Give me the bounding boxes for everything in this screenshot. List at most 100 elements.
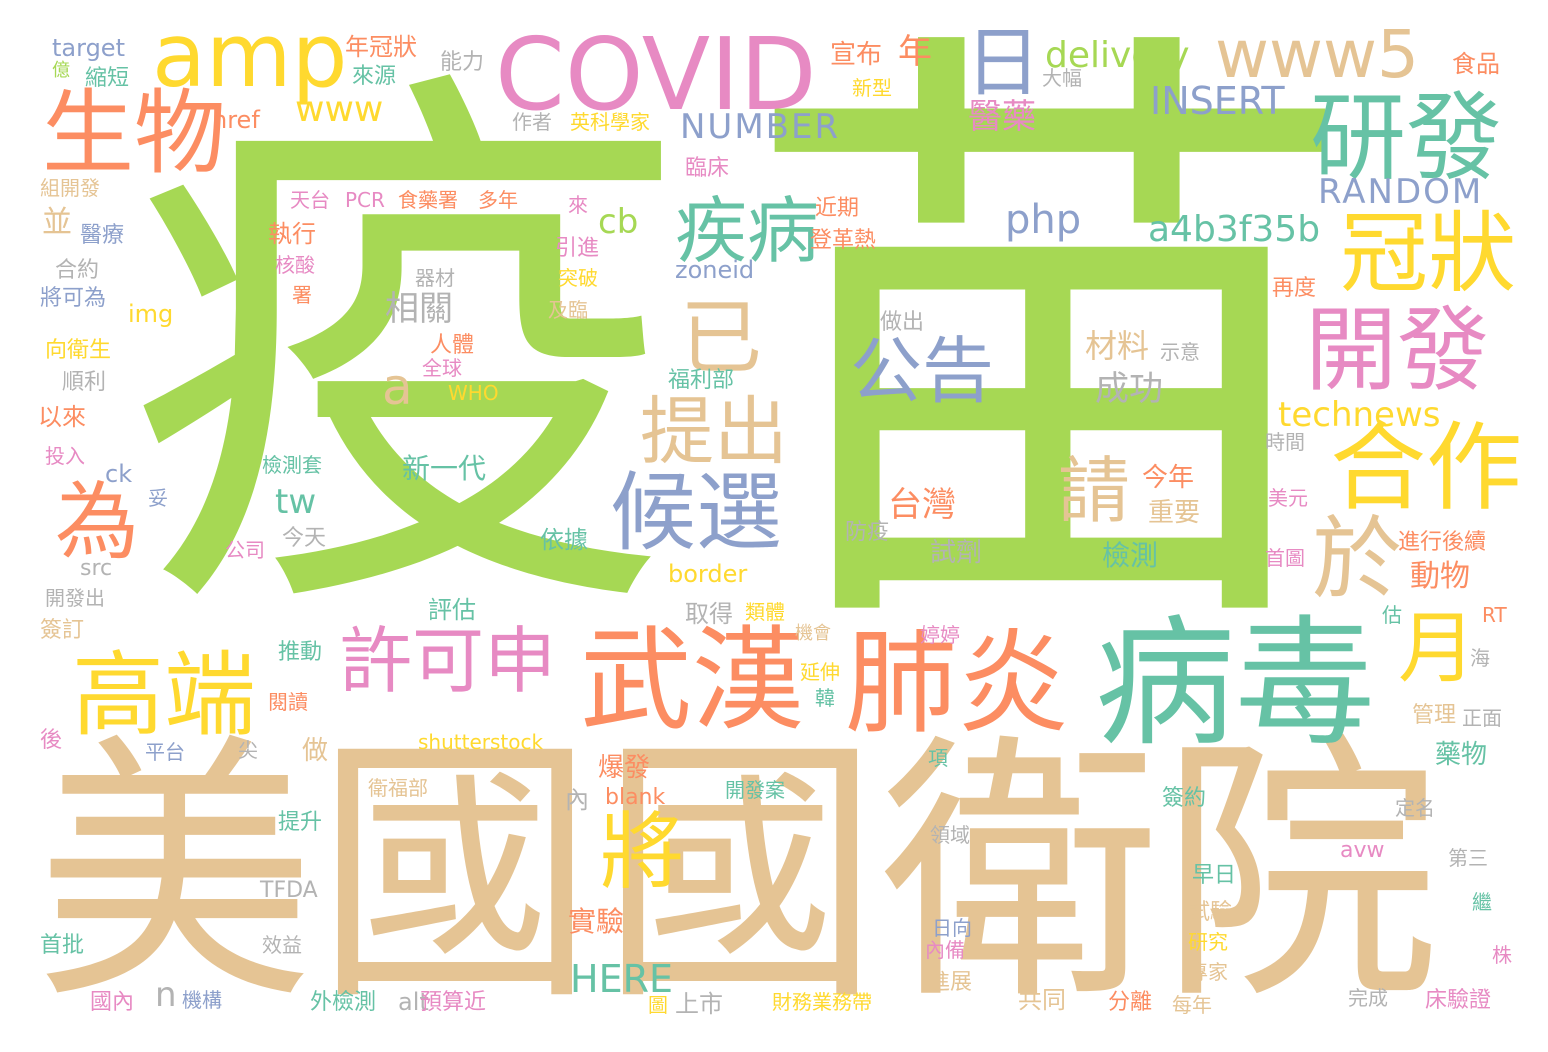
word-can-be: 將可為 <box>40 286 107 311</box>
word-gu: 估 <box>1382 603 1402 627</box>
word-wei: 為 <box>55 473 140 571</box>
word-ri: 日 <box>965 18 1041 107</box>
word-important: 重要 <box>1148 498 1201 528</box>
word-pcr: PCR <box>345 188 385 212</box>
word-border: border <box>668 560 748 588</box>
word-src: src <box>80 556 113 581</box>
word-clin-verify: 床驗證 <box>1425 988 1492 1013</box>
word-develop: 開發 <box>1305 297 1490 404</box>
word-tfda: TFDA <box>260 878 318 903</box>
word-manage: 管理 <box>1412 703 1457 728</box>
word-propose: 提出 <box>640 389 788 475</box>
word-a: a <box>382 358 413 416</box>
word-yi: 疫 <box>125 29 685 681</box>
word-disease: 疾病 <box>675 189 820 273</box>
word-already: 已 <box>680 291 763 386</box>
word-biology: 生物 <box>42 80 227 187</box>
word-clinical: 臨床 <box>685 156 730 181</box>
word-n: n <box>155 975 177 1015</box>
word-figure: 圖 <box>648 993 668 1017</box>
word-animal: 動物 <box>1410 559 1470 594</box>
word-expert: 專家 <box>1188 960 1228 984</box>
word-drug: 藥物 <box>1435 740 1488 770</box>
word-finance: 財務業務帶 <box>772 990 872 1014</box>
word-sea: 海 <box>1470 646 1490 670</box>
word-assess: 評估 <box>428 596 476 624</box>
word-korea: 韓 <box>815 686 835 710</box>
word-many-years: 多年 <box>478 188 518 212</box>
word-named: 定名 <box>1395 796 1435 820</box>
word-budget: 預算近 <box>420 990 487 1015</box>
word-developed: 開發出 <box>45 586 105 610</box>
word-and-clin: 及臨 <box>548 298 588 322</box>
word-basis: 依據 <box>540 526 588 554</box>
word-diagram: 示意 <box>1160 340 1200 364</box>
word-here: HERE <box>570 957 673 1001</box>
word-cover-img: 首圖 <box>1265 546 1305 570</box>
word-number: NUMBER <box>680 107 841 147</box>
word-welfare: 福利部 <box>668 368 735 393</box>
word-tuo: 妥 <box>148 486 168 510</box>
word-nei: 內 <box>565 786 589 814</box>
word-dengue: 登革熱 <box>810 228 877 253</box>
word-epidemic: 防疫 <box>845 520 890 545</box>
word-domestic: 國內 <box>90 990 135 1015</box>
word-smooth: 順利 <box>62 370 107 395</box>
word-alt: alt <box>398 988 429 1016</box>
word-item: 項 <box>928 746 948 770</box>
word-delivery: delivery <box>1045 35 1190 76</box>
word-source: 來源 <box>352 64 397 89</box>
word-institution: 機構 <box>182 988 222 1012</box>
word-zoneid: zoneid <box>675 256 755 284</box>
word-launch: 上市 <box>675 990 723 1018</box>
word-href: href <box>212 106 260 134</box>
word-nhri: 國衛院 <box>600 712 1440 1038</box>
word-introduce: 引進 <box>555 236 600 261</box>
word-benefit: 效益 <box>262 933 302 957</box>
word-usd: 美元 <box>1268 486 1308 510</box>
word-platform: 平台 <box>145 740 185 764</box>
word-insert: INSERT <box>1150 79 1285 123</box>
word-target: target <box>52 34 125 62</box>
word-hash: a4b3f35b <box>1148 209 1321 250</box>
word-covid: COVID <box>495 16 817 133</box>
word-today: 今天 <box>282 526 327 551</box>
word-extend: 延伸 <box>800 660 840 684</box>
word-medical: 醫療 <box>80 223 125 248</box>
word-ck: ck <box>105 460 133 488</box>
word-candidate: 候選 <box>610 463 782 563</box>
word-positive: 正面 <box>1462 706 1502 730</box>
word-fda-tw: 食藥署 <box>398 188 458 212</box>
word-technews: technews <box>1278 395 1441 435</box>
word-followup: 進行後續 <box>1398 530 1487 555</box>
word-bing: 並 <box>42 205 72 240</box>
word-author: 作者 <box>512 110 552 134</box>
word-equipment: 器材 <box>415 266 455 290</box>
word-this-year: 今年 <box>1142 463 1195 493</box>
word-declare: 宣布 <box>830 40 883 70</box>
word-complete: 完成 <box>1348 986 1388 1010</box>
word-cooperate: 合作 <box>1330 412 1522 524</box>
word-reagent: 試劑 <box>930 538 983 568</box>
word-sign: 簽訂 <box>40 618 85 643</box>
word-who: WHO <box>448 381 499 405</box>
word-uk-sci: 英科學家 <box>570 110 650 134</box>
word-lai: 來 <box>568 193 588 217</box>
word-corona: 冠狀 <box>1340 202 1517 305</box>
word-new-type: 新型 <box>852 76 892 100</box>
word-nucleic: 核酸 <box>275 253 315 277</box>
word-sharp: 尖 <box>238 738 258 762</box>
word-dev-case: 開發案 <box>725 778 785 802</box>
word-large: 大幅 <box>1042 66 1082 90</box>
word-domain: 領域 <box>930 823 970 847</box>
word-strain: 株 <box>1492 943 1512 967</box>
word-shutterstock: shutterstock <box>418 730 544 754</box>
word-yu: 於 <box>1312 507 1402 612</box>
word-human: 人體 <box>430 333 475 358</box>
word-mohw: 衛福部 <box>368 776 428 800</box>
word-www5: www5 <box>1215 16 1419 93</box>
word-made: 做出 <box>880 310 925 335</box>
word-to-health: 向衛生 <box>45 338 112 363</box>
word-tingting: 婷婷 <box>920 623 960 647</box>
